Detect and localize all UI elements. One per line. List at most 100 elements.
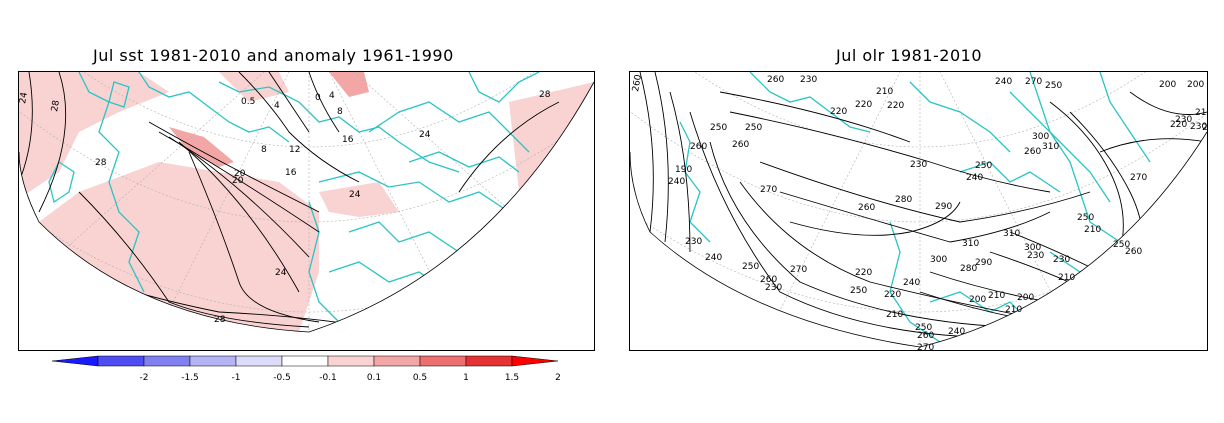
colorbar-swatch xyxy=(281,355,329,367)
contour-label: 210 xyxy=(1084,225,1101,235)
contour-label: 20 xyxy=(232,176,244,186)
contour-label: 230 xyxy=(1053,255,1070,265)
contour-label: 220 xyxy=(887,101,904,111)
contour-label: 230 xyxy=(910,160,927,170)
contour-label: 28 xyxy=(95,158,107,168)
contour-label: 310 xyxy=(962,239,979,249)
contour-label: 230 xyxy=(765,283,782,293)
contour-label: 250 xyxy=(1077,213,1094,223)
olr-contour-labels: 260 230 240 270 250 220 210 200 220 200 … xyxy=(631,74,1207,350)
contour-label: 260 xyxy=(760,275,777,285)
anomaly-strong-coast xyxy=(169,127,234,167)
contour-label: 220 xyxy=(1170,120,1187,130)
right-map-title: Jul olr 1981-2010 xyxy=(836,46,982,65)
contour-label: 210 xyxy=(1058,273,1075,283)
contour-label: 270 xyxy=(790,265,807,275)
colorbar-swatch xyxy=(327,355,375,367)
colorbar-max-arrow xyxy=(511,355,559,367)
contour-label: 220 xyxy=(830,107,847,117)
contour-label: 24 xyxy=(19,91,30,104)
contour-label: 260 xyxy=(917,331,934,341)
olr-coastlines xyxy=(679,72,1161,347)
colorbar-tick-label: 2 xyxy=(555,373,561,383)
contour-label: 260 xyxy=(858,203,875,213)
anomaly-region-east xyxy=(499,82,594,302)
contour-label: 240 xyxy=(705,253,722,263)
contour-label: 220 xyxy=(884,290,901,300)
contour-label: 240 xyxy=(668,177,685,187)
colorbar-tick-label: -0.1 xyxy=(319,373,337,383)
contour-label: 220 xyxy=(855,100,872,110)
contour-label: 210 xyxy=(1202,123,1207,133)
contour-label: 190 xyxy=(675,165,692,175)
contour-label: 240 xyxy=(903,278,920,288)
colorbar-tick-label: -0.5 xyxy=(273,373,291,383)
contour-label: 260 xyxy=(690,142,707,152)
contour-label: 260 xyxy=(767,75,784,85)
colorbar-swatch xyxy=(419,355,467,367)
contour-label: 300 xyxy=(1024,243,1041,253)
contour-label: 270 xyxy=(1025,77,1042,87)
contour-label: 250 xyxy=(1045,81,1062,91)
contour-label: 28 xyxy=(539,90,551,100)
contour-label: 210 xyxy=(876,87,893,97)
colorbar-swatch xyxy=(189,355,237,367)
olr-map-canvas: 260 230 240 270 250 220 210 200 220 200 … xyxy=(630,72,1207,350)
contour-label: 8 xyxy=(337,107,343,117)
sst-map-disk xyxy=(19,72,594,332)
contour-label: 200 xyxy=(1187,80,1204,90)
olr-map-disk xyxy=(630,72,1207,347)
contour-label: 270 xyxy=(917,343,934,350)
olr-disk-edge xyxy=(630,131,1207,348)
contour-label: 28 xyxy=(214,315,226,325)
colorbar-tick-label: 0.5 xyxy=(413,373,427,383)
anomaly-region-med xyxy=(319,182,399,217)
contour-label: 220 xyxy=(855,268,872,278)
contour-label: 240 xyxy=(995,77,1012,87)
anomaly-strong-north xyxy=(329,72,369,97)
contour-label: 300 xyxy=(1032,132,1049,142)
contour-label: 250 xyxy=(1113,240,1130,250)
contour-label: 250 xyxy=(742,262,759,272)
contour-label: 210 xyxy=(1005,305,1022,315)
olr-contours xyxy=(639,72,1207,338)
colorbar-swatch xyxy=(465,355,513,367)
contour-label: 260 xyxy=(1024,147,1041,157)
contour-label: 270 xyxy=(760,185,777,195)
contour-label: 280 xyxy=(960,264,977,274)
olr-graticule xyxy=(630,72,1207,347)
colorbar-swatches xyxy=(51,355,559,367)
contour-label: 250 xyxy=(850,286,867,296)
contour-label: 250 xyxy=(710,123,727,133)
contour-label: 310 xyxy=(1003,229,1020,239)
contour-label: 280 xyxy=(895,195,912,205)
sst-map-canvas: 24 28 0.5 4 0 8 12 16 20 24 28 4 8 16 24… xyxy=(19,72,594,333)
contour-label: 24 xyxy=(349,190,361,200)
contour-label: 290 xyxy=(935,202,952,212)
contour-label: 200 xyxy=(969,295,986,305)
contour-label: 0.5 xyxy=(241,97,255,107)
contour-label: 230 xyxy=(1190,122,1207,132)
left-map-title: Jul sst 1981-2010 and anomaly 1961-1990 xyxy=(93,46,454,65)
contour-label: 260 xyxy=(732,140,749,150)
contour-label: 230 xyxy=(1027,251,1044,261)
contour-label: 200 xyxy=(1017,293,1034,303)
contour-label: 290 xyxy=(975,258,992,268)
contour-label: 250 xyxy=(915,323,932,333)
contour-label: 230 xyxy=(1175,115,1192,125)
sst-contour-labels: 24 28 0.5 4 0 8 12 16 20 24 28 4 8 16 24… xyxy=(19,90,551,325)
contour-label: 270 xyxy=(1130,173,1147,183)
contour-label: 12 xyxy=(289,145,300,155)
contour-label: 24 xyxy=(275,268,287,278)
colorbar-tick-label: -1.5 xyxy=(181,373,199,383)
contour-label: 8 xyxy=(261,145,267,155)
olr-map: 260 230 240 270 250 220 210 200 220 200 … xyxy=(629,71,1208,351)
colorbar-tick-label: 1 xyxy=(463,373,469,383)
contour-label: 240 xyxy=(948,327,965,337)
colorbar-swatch xyxy=(235,355,283,367)
contour-label: 210 xyxy=(886,310,903,320)
sst-anomaly-map: 24 28 0.5 4 0 8 12 16 20 24 28 4 8 16 24… xyxy=(18,71,595,351)
contour-label: 16 xyxy=(285,168,297,178)
contour-label: 230 xyxy=(800,75,817,85)
contour-label: 210 xyxy=(988,291,1005,301)
